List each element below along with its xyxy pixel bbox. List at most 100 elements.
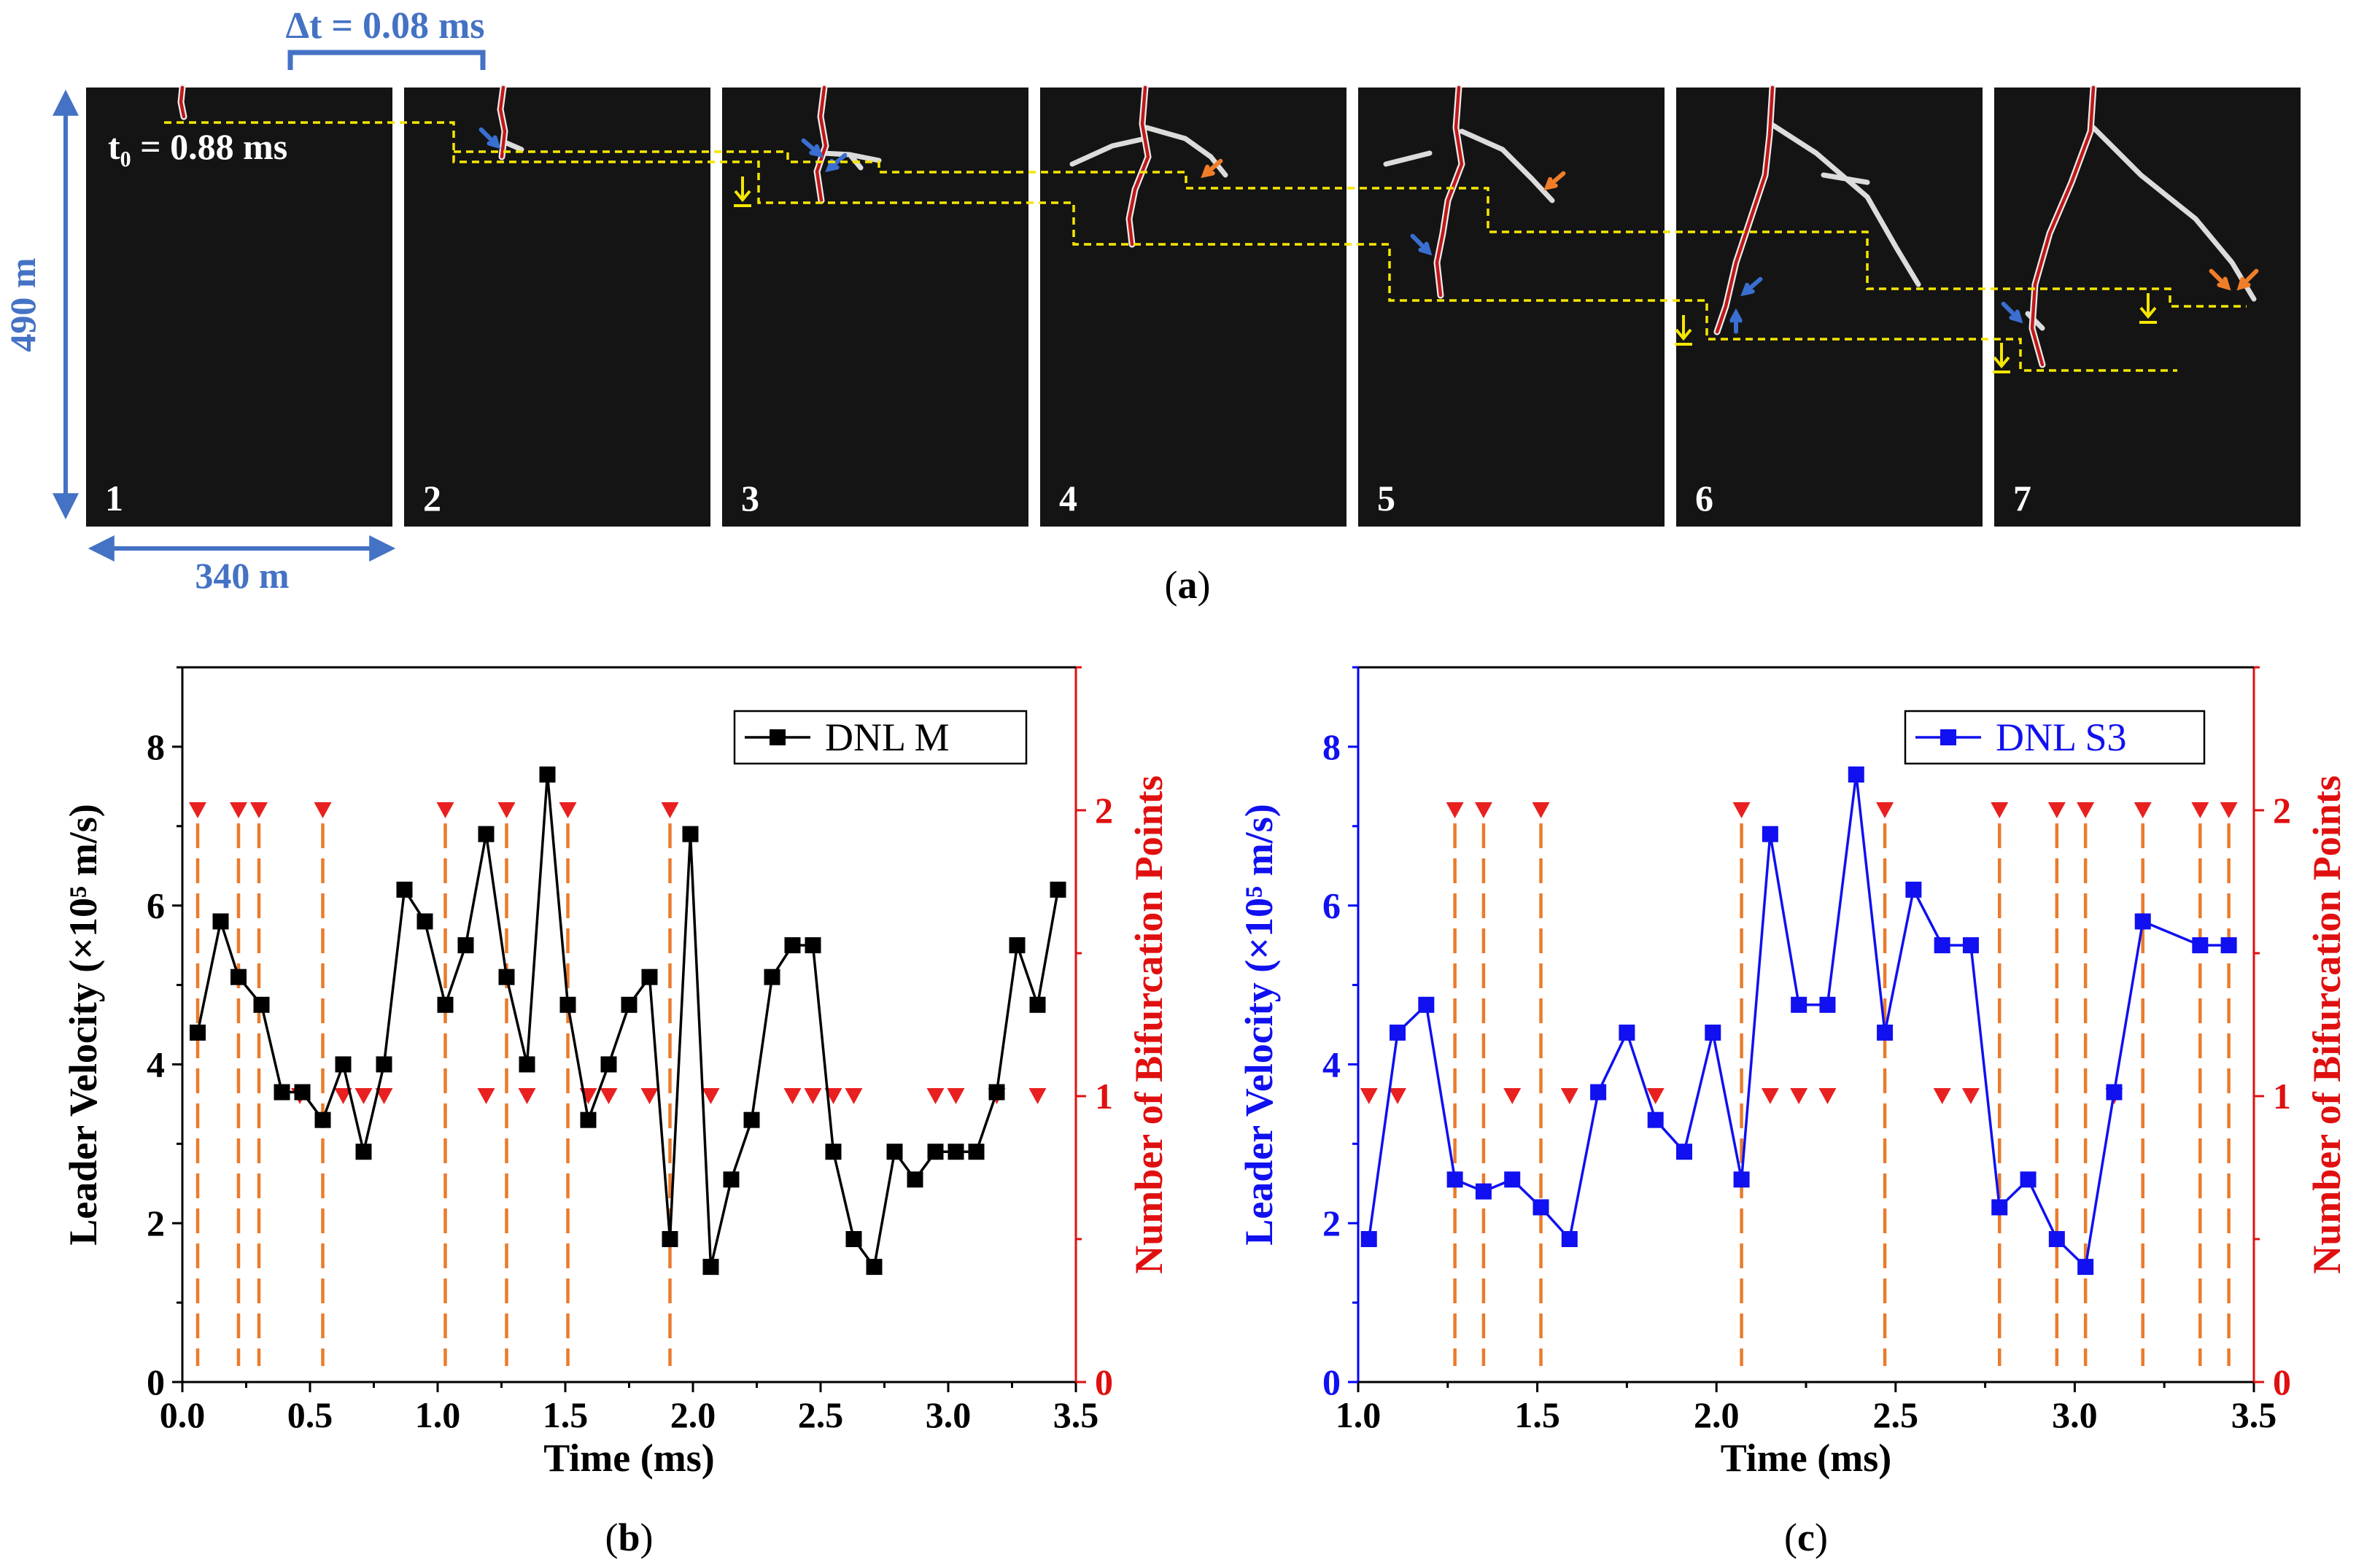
velocity-data-point (559, 996, 576, 1013)
velocity-data-point (764, 969, 780, 985)
velocity-data-point (580, 1111, 597, 1128)
velocity-data-point (190, 1024, 206, 1041)
velocity-data-point (1647, 1111, 1664, 1128)
velocity-data-point (784, 937, 801, 954)
frame-number-label: 4 (1059, 478, 1077, 519)
y-tick-label: 8 (1322, 726, 1341, 767)
x-axis-label: Time (ms) (543, 1436, 714, 1480)
x-tick-label: 2.0 (670, 1394, 716, 1435)
velocity-data-point (539, 766, 556, 783)
bifurcation-marker (1503, 1088, 1522, 1104)
velocity-data-point (988, 1084, 1005, 1101)
velocity-data-point (1675, 1144, 1692, 1160)
bifurcation-marker (1646, 1088, 1665, 1104)
bifurcation-marker (1389, 1088, 1407, 1104)
legend-label: DNL M (825, 715, 950, 759)
frame-number-label: 6 (1695, 478, 1713, 519)
velocity-series-line (196, 774, 1060, 1270)
descent-arrow (734, 176, 751, 207)
bifurcation-marker (518, 1088, 536, 1104)
bifurcation-marker (1532, 802, 1550, 818)
bifurcation-marker (559, 802, 577, 818)
velocity-data-point (1877, 1024, 1894, 1041)
bifurcation-marker (1360, 1088, 1378, 1104)
velocity-data-point (376, 1056, 392, 1073)
frame-number-label: 2 (423, 478, 441, 519)
caption-letter: c (1797, 1515, 1815, 1559)
y-tick-label: 8 (147, 726, 165, 767)
bifurcation-marker (1446, 802, 1464, 818)
bifurcation-marker (1761, 1088, 1779, 1104)
y2-tick-label: 0 (1095, 1362, 1113, 1402)
main-channel-red-trace (2030, 85, 2096, 367)
x-tick-label: 1.5 (543, 1394, 589, 1435)
tip-arrow-marker (2209, 268, 2231, 291)
bifurcation-marker (600, 1088, 618, 1104)
y-tick-label: 6 (1322, 885, 1341, 926)
bifurcation-marker (783, 1088, 802, 1104)
main-channel-red-trace (1715, 85, 1775, 334)
y2-tick-label: 1 (2273, 1076, 2291, 1117)
velocity-data-point (1009, 937, 1026, 954)
y2-axis-label: Number of Bifurcation Points (2305, 775, 2349, 1274)
panel-a-image-sequence: 1 2 3 4 5 6 7 Δt = 0.08 ms 490 m 340 m t₀ = 0.… (2, 5, 2301, 607)
video-frame (86, 88, 392, 527)
velocity-data-point (641, 969, 658, 985)
bifurcation-marker (250, 802, 268, 818)
velocity-data-point (212, 913, 229, 930)
bifurcation-marker (477, 1088, 495, 1104)
tip-arrow-marker (801, 138, 824, 158)
bifurcation-marker (824, 1088, 842, 1104)
velocity-data-point (1733, 1171, 1750, 1188)
velocity-data-point (702, 1259, 719, 1276)
x-tick-label: 2.5 (798, 1394, 844, 1435)
velocity-data-point (2020, 1171, 2037, 1188)
velocity-data-point (1762, 826, 1778, 842)
y-tick-label: 6 (147, 885, 165, 926)
velocity-data-point (886, 1144, 903, 1160)
velocity-series-line (1368, 774, 2229, 1270)
velocity-data-point (1029, 996, 1046, 1013)
chart-caption: (b) (605, 1515, 653, 1559)
legend-marker-sample (1940, 729, 1956, 745)
y-axis-label: Leader Velocity (×10⁵ m/s) (1237, 804, 1281, 1245)
bifurcation-marker (314, 802, 332, 818)
velocity-data-point (1360, 1231, 1377, 1247)
tip-arrow-marker (1410, 233, 1433, 256)
velocity-data-point (1848, 766, 1864, 783)
bifurcation-marker (1790, 1088, 1808, 1104)
velocity-data-point (621, 996, 638, 1013)
velocity-data-point (825, 1144, 842, 1160)
bifurcation-marker (947, 1088, 965, 1104)
x-axis-label: Time (ms) (1721, 1436, 1891, 1480)
caption-paren: ) (1815, 1515, 1828, 1559)
velocity-data-point (1532, 1199, 1549, 1216)
bifurcation-marker (1876, 802, 1894, 818)
bifurcation-marker (1732, 802, 1751, 818)
y-tick-label: 4 (1322, 1044, 1341, 1084)
y-axis-label: Leader Velocity (×10⁵ m/s) (61, 804, 105, 1245)
y-tick-label: 0 (1322, 1362, 1341, 1402)
y-tick-label: 4 (147, 1044, 165, 1084)
velocity-data-point (478, 826, 495, 842)
velocity-data-point (294, 1084, 311, 1101)
bifurcation-marker (1961, 1088, 1980, 1104)
leader-channel-trace (1768, 121, 1921, 287)
bifurcation-marker (2191, 802, 2209, 818)
main-channel-red-trace (179, 85, 186, 119)
leader-channel-trace (1383, 128, 1555, 203)
velocity-data-point (314, 1111, 331, 1128)
velocity-data-point (1050, 881, 1066, 898)
bifurcation-marker (1991, 802, 2009, 818)
velocity-data-point (1446, 1171, 1463, 1188)
velocity-data-point (1475, 1183, 1492, 1200)
height-label: 490 m (2, 257, 43, 352)
main-channel-red-trace (498, 85, 507, 159)
t0-label: t₀ = 0.88 ms (108, 126, 287, 167)
velocity-data-point (457, 937, 474, 954)
velocity-data-point (600, 1056, 617, 1073)
velocity-data-point (845, 1231, 862, 1247)
x-tick-label: 3.5 (2231, 1394, 2277, 1435)
